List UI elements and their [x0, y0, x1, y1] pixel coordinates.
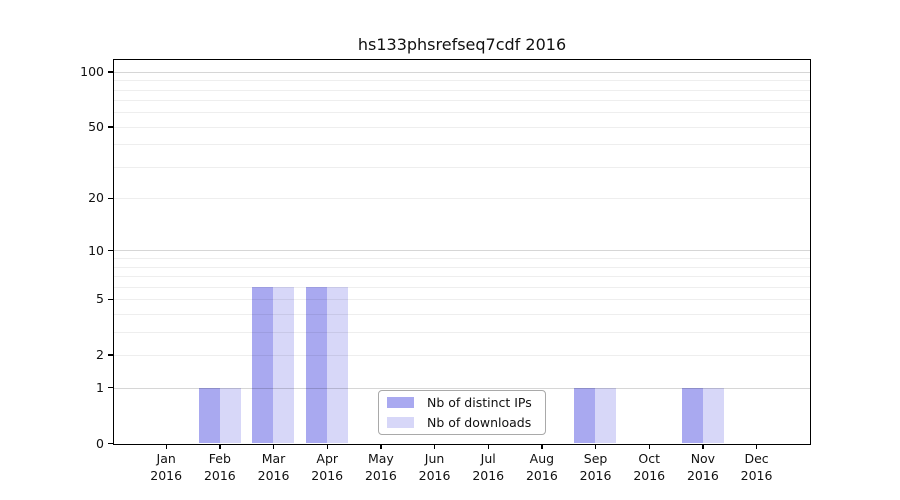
x-tick-label-oct: Oct 2016 [633, 451, 666, 483]
legend-item-downloads: Nb of downloads [387, 415, 545, 431]
x-tick-label-jan: Jan 2016 [150, 451, 183, 483]
y-tick-0 [108, 442, 113, 445]
y-tick-5 [108, 298, 113, 301]
y-tick-20 [108, 197, 113, 200]
x-tick-feb [219, 444, 221, 449]
y-tick-10 [108, 249, 113, 252]
legend-swatch-distinct-ips [387, 397, 414, 408]
x-tick-nov [702, 444, 704, 449]
bar-downloads-mar [273, 286, 295, 444]
y-tick-100 [108, 71, 113, 73]
x-tick-label-may: May 2016 [364, 451, 397, 483]
bar-distinct-ips-apr [306, 286, 327, 444]
y-tick-label-0: 0 [96, 435, 104, 451]
y-tick-label-2: 2 [96, 347, 104, 363]
bar-distinct-ips-mar [252, 286, 274, 444]
y-tick-label-100: 100 [80, 64, 104, 80]
x-tick-label-feb: Feb 2016 [203, 451, 236, 483]
bar-distinct-ips-nov [681, 387, 703, 444]
x-tick-label-jun: Jun 2016 [418, 451, 451, 483]
y-tick-label-10: 10 [88, 242, 104, 258]
legend: Nb of distinct IPs Nb of downloads [378, 390, 546, 435]
x-tick-label-mar: Mar 2016 [257, 451, 290, 483]
x-tick-dec [755, 444, 758, 449]
bar-downloads-sep [595, 387, 617, 444]
x-tick-label-nov: Nov 2016 [686, 451, 719, 483]
x-tick-mar [272, 444, 275, 449]
legend-item-distinct-ips: Nb of distinct IPs [387, 395, 545, 411]
x-tick-label-apr: Apr 2016 [311, 451, 344, 483]
legend-label-distinct-ips: Nb of distinct IPs [427, 395, 532, 410]
x-tick-may [380, 444, 382, 449]
y-tick-1 [108, 387, 113, 389]
y-tick-label-50: 50 [88, 119, 104, 135]
bar-downloads-apr [327, 286, 348, 444]
y-tick-label-1: 1 [96, 379, 104, 395]
x-tick-label-dec: Dec 2016 [740, 451, 773, 483]
x-tick-label-sep: Sep 2016 [579, 451, 612, 483]
bar-downloads-feb [219, 387, 241, 444]
x-tick-sep [594, 444, 597, 449]
bar-distinct-ips-sep [574, 387, 596, 444]
y-tick-2 [108, 354, 113, 356]
x-tick-label-jul: Jul 2016 [472, 451, 505, 483]
y-tick-50 [108, 126, 113, 128]
bars-layer [114, 60, 810, 444]
bar-distinct-ips-feb [198, 387, 220, 444]
x-tick-aug [541, 444, 543, 449]
x-tick-jun [433, 444, 436, 449]
legend-label-downloads: Nb of downloads [427, 415, 532, 430]
x-tick-apr [326, 444, 328, 449]
plot-area: Nb of distinct IPs Nb of downloads [113, 59, 811, 445]
x-tick-jan [165, 444, 167, 449]
chart-title: hs133phsrefseq7cdf 2016 [357, 35, 567, 54]
x-tick-label-aug: Aug 2016 [525, 451, 558, 483]
y-tick-label-20: 20 [88, 190, 104, 206]
x-tick-jul [487, 444, 489, 449]
y-tick-label-5: 5 [96, 291, 104, 307]
legend-swatch-downloads [387, 417, 414, 428]
x-tick-oct [648, 444, 650, 449]
bar-downloads-nov [702, 387, 724, 444]
